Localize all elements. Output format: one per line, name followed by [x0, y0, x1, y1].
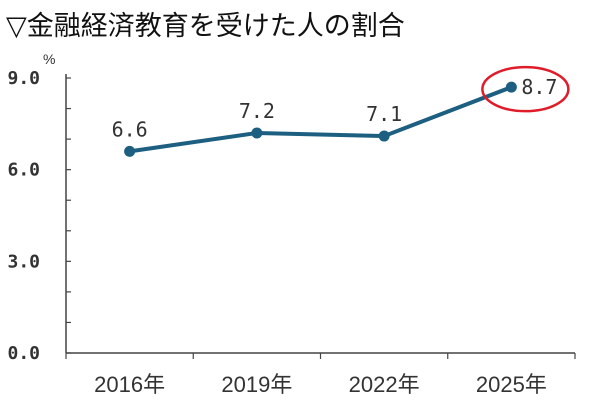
highlight-group	[481, 65, 570, 113]
x-axis-ticks: 2016年 2019年 2022年 2025年	[94, 372, 547, 397]
series-group	[124, 81, 517, 157]
y-tick-label: 3.0	[7, 251, 40, 272]
x-tick-label: 2016年	[94, 372, 165, 397]
axes	[65, 74, 576, 359]
data-point	[124, 145, 136, 157]
highlight-ellipse	[481, 65, 570, 113]
data-point	[378, 130, 390, 142]
x-tick-label: 2019年	[221, 372, 292, 397]
x-tick-label: 2025年	[476, 372, 547, 397]
y-tick-label: 0.0	[7, 343, 40, 364]
y-axis-ticks: 0.0 3.0 6.0 9.0	[7, 68, 40, 364]
series-line	[127, 85, 514, 154]
data-point	[251, 127, 263, 139]
y-tick-label: 6.0	[7, 160, 40, 181]
data-labels: 6.6 7.2 7.1 8.7	[112, 75, 558, 141]
data-label: 7.1	[366, 102, 402, 126]
data-label: 7.2	[239, 99, 275, 123]
data-point	[505, 81, 517, 93]
data-label: 8.7	[521, 75, 557, 99]
x-tick-label: 2022年	[349, 372, 420, 397]
data-label: 6.6	[112, 117, 148, 141]
chart-title: ▽金融経済教育を受けた人の割合	[6, 11, 405, 42]
y-axis-unit: %	[43, 51, 55, 67]
y-tick-label: 9.0	[7, 68, 40, 89]
